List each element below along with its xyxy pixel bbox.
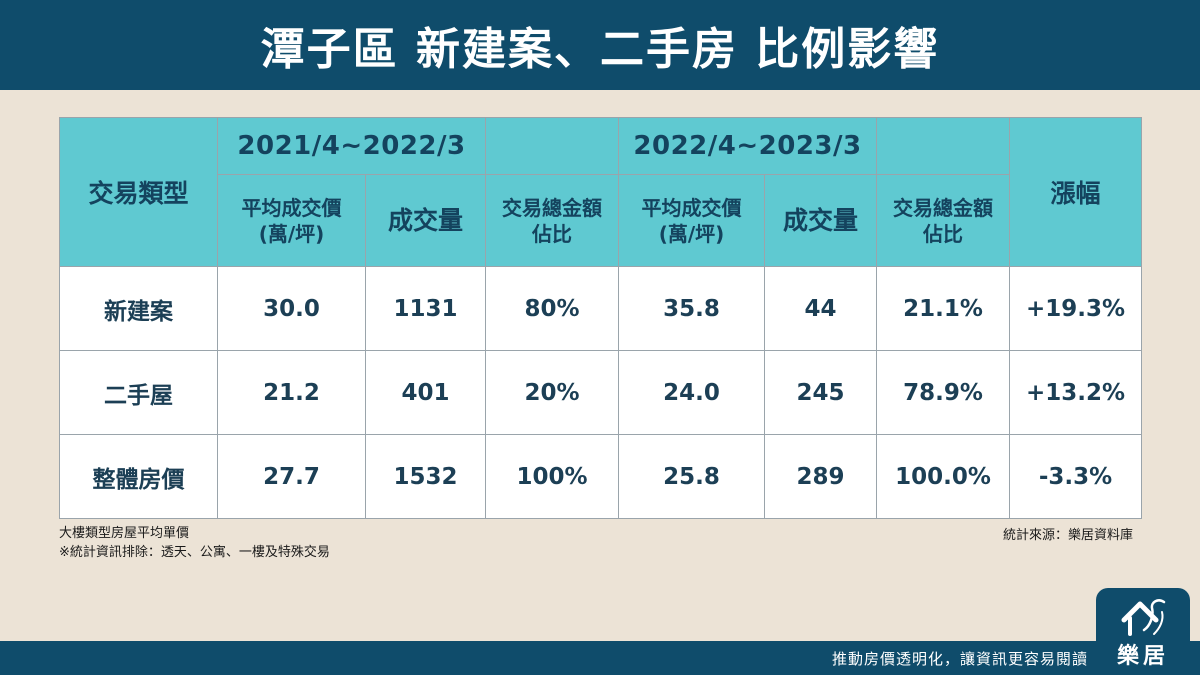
table-cell: 1532 bbox=[365, 434, 486, 519]
table-cell: 44 bbox=[764, 266, 877, 351]
table-cell: 245 bbox=[764, 350, 877, 435]
footnotes: 大樓類型房屋平均單價 ※統計資訊排除：透天、公寓、一樓及特殊交易 bbox=[59, 524, 330, 562]
source-note: 統計來源：樂居資料庫 bbox=[1002, 528, 1133, 543]
table-cell: -3.3% bbox=[1009, 434, 1142, 519]
table-cell: 78.9% bbox=[876, 350, 1010, 435]
table-cell: 24.0 bbox=[618, 350, 765, 435]
table-cell: 401 bbox=[365, 350, 486, 435]
header-volume-2: 成交量 bbox=[764, 174, 877, 267]
footnote-building-type: 大樓類型房屋平均單價 bbox=[59, 526, 190, 541]
table-cell: 27.7 bbox=[217, 434, 366, 519]
header-avg-price-2: 平均成交價 (萬/坪) bbox=[618, 174, 765, 267]
header-volume-1: 成交量 bbox=[365, 174, 486, 267]
header-change: 漲幅 bbox=[1009, 117, 1142, 267]
table-cell: 21.2 bbox=[217, 350, 366, 435]
header-transaction-type: 交易類型 bbox=[59, 117, 218, 267]
row-label: 整體房價 bbox=[59, 434, 218, 519]
table-cell: 80% bbox=[485, 266, 619, 351]
header-row-metrics: 平均成交價 (萬/坪) 成交量 交易總金額 佔比 平均成交價 (萬/坪) 成交量 交易… bbox=[60, 174, 1142, 267]
logo-text: 樂居 bbox=[1116, 644, 1169, 669]
table-cell: 20% bbox=[485, 350, 619, 435]
table-cell: 1131 bbox=[365, 266, 486, 351]
page-title: 潭子區 新建案、二手房 比例影響 bbox=[260, 24, 940, 75]
footer-slogan: 推動房價透明化，讓資訊更容易閱讀 bbox=[831, 650, 1088, 668]
table-cell: 100% bbox=[485, 434, 619, 519]
header-row-periods: 交易類型 2021/4~2022/3 2022/4~2023/3 漲幅 bbox=[59, 117, 1142, 267]
price-comparison-table: 交易類型 2021/4~2022/3 2022/4~2023/3 漲幅 平均成交… bbox=[59, 117, 1142, 519]
leju-logo-icon bbox=[1121, 599, 1166, 636]
footnote-exclusions: ※統計資訊排除：透天、公寓、一樓及特殊交易 bbox=[59, 545, 330, 560]
table-cell: 289 bbox=[764, 434, 877, 519]
table-cell: 35.8 bbox=[618, 266, 765, 351]
header-blank-2 bbox=[876, 117, 1010, 175]
table-row-overall: 整體房價 27.7 1532 100% 25.8 289 100.0% -3.3… bbox=[59, 434, 1142, 519]
table-cell: +13.2% bbox=[1009, 350, 1142, 435]
table-cell: +19.3% bbox=[1009, 266, 1142, 351]
header-period-2: 2022/4~2023/3 bbox=[618, 117, 877, 175]
header-period-1: 2021/4~2022/3 bbox=[217, 117, 486, 175]
table-row-resale: 二手屋 21.2 401 20% 24.0 245 78.9% +13.2% bbox=[59, 350, 1142, 435]
brand-logo: 樂居 bbox=[1096, 588, 1190, 675]
header-blank-1 bbox=[485, 117, 619, 175]
row-label: 新建案 bbox=[59, 266, 218, 351]
header-share-1: 交易總金額 佔比 bbox=[485, 174, 619, 267]
header-avg-price-1: 平均成交價 (萬/坪) bbox=[217, 174, 366, 267]
table-cell: 21.1% bbox=[876, 266, 1010, 351]
table-cell: 25.8 bbox=[618, 434, 765, 519]
header-share-2: 交易總金額 佔比 bbox=[876, 174, 1010, 267]
table-cell: 30.0 bbox=[217, 266, 366, 351]
table-row-new-build: 新建案 30.0 1131 80% 35.8 44 21.1% +19.3% bbox=[59, 266, 1142, 351]
title-banner: 潭子區 新建案、二手房 比例影響 bbox=[0, 0, 1200, 90]
footer-bar: 推動房價透明化，讓資訊更容易閱讀 bbox=[0, 641, 1200, 675]
table-cell: 100.0% bbox=[876, 434, 1010, 519]
row-label: 二手屋 bbox=[59, 350, 218, 435]
